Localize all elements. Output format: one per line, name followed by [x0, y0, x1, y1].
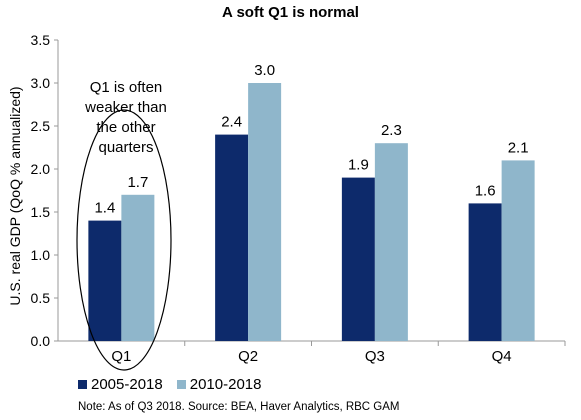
bar: [88, 220, 122, 341]
category-label: Q2: [238, 348, 258, 365]
legend-item-2005-2018: 2005-2018: [78, 376, 163, 393]
legend-swatch-2010-2018: [176, 380, 186, 389]
bar: [468, 203, 502, 341]
y-tick-label: 2.0: [31, 161, 51, 177]
data-label: 2.3: [381, 122, 402, 139]
category-label: Q4: [492, 348, 512, 365]
y-tick-label: 0.5: [31, 290, 51, 306]
bar: [501, 160, 535, 341]
y-tick-labels: 0.0 0.5 1.0 1.5 2.0 2.5 3.0 3.5: [31, 32, 51, 349]
q1-highlight-ellipse: [76, 109, 172, 371]
bars: [88, 83, 535, 341]
y-tick-label: 0.0: [31, 333, 51, 349]
bar: [121, 194, 155, 341]
data-label: 1.7: [127, 174, 148, 191]
y-tick-label: 2.5: [31, 118, 51, 134]
category-labels: Q1 Q2 Q3 Q4: [111, 348, 511, 365]
y-axis-title-group: U.S. real GDP (QoQ % annualized): [7, 86, 23, 305]
bar: [341, 177, 375, 341]
data-label: 1.6: [475, 182, 496, 199]
data-label: 2.4: [221, 114, 242, 131]
category-label: Q3: [365, 348, 385, 365]
category-label: Q1: [111, 348, 131, 365]
legend-item-2010-2018: 2010-2018: [176, 376, 262, 393]
y-tick-label: 1.0: [31, 247, 51, 263]
data-label: 1.4: [94, 200, 115, 217]
y-tick-label: 3.0: [31, 75, 51, 91]
value-labels: 1.4 1.7 2.4 3.0 1.9 2.3 1.6 2.1: [94, 62, 528, 217]
y-axis-title: U.S. real GDP (QoQ % annualized): [7, 86, 23, 305]
data-label: 3.0: [254, 62, 275, 79]
legend: 2005-2018 2010-2018: [78, 376, 261, 393]
bar: [215, 134, 249, 341]
bar: [248, 83, 282, 341]
data-label: 1.9: [348, 157, 369, 174]
source-note: Note: As of Q3 2018. Source: BEA, Haver …: [78, 401, 400, 413]
legend-label-2010-2018: 2010-2018: [189, 376, 262, 393]
legend-swatch-2005-2018: [78, 380, 87, 389]
legend-label-2005-2018: 2005-2018: [91, 376, 163, 393]
chart-title: A soft Q1 is normal: [222, 4, 359, 21]
q1-annotation: Q1 is often weaker than the other quarte…: [85, 79, 167, 156]
y-tick-label: 3.5: [31, 32, 51, 48]
y-tick-label: 1.5: [31, 204, 51, 220]
bar: [374, 143, 408, 341]
data-label: 2.1: [508, 139, 529, 156]
